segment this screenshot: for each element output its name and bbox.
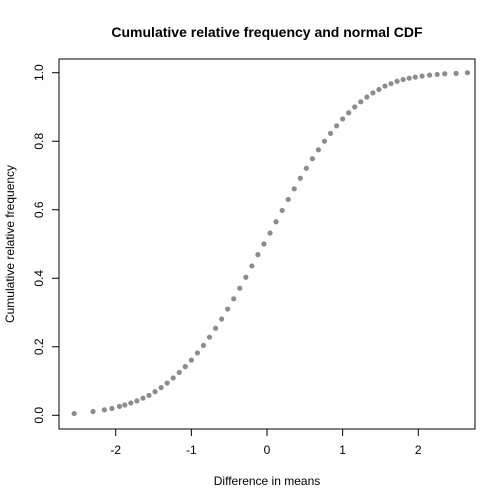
x-axis: -2 -1 0 1 2: [110, 428, 422, 457]
data-point: [128, 400, 134, 406]
data-point: [321, 138, 328, 144]
y-tick-label: 1.0: [32, 64, 46, 81]
y-tick-label: 0.6: [32, 201, 46, 218]
data-point: [327, 130, 334, 136]
data-point: [231, 296, 237, 302]
data-points: [71, 70, 471, 417]
data-point: [340, 116, 346, 122]
x-tick-label: 1: [339, 443, 346, 457]
data-point: [225, 306, 231, 312]
data-point: [267, 230, 273, 236]
x-tick-label: -1: [186, 443, 197, 457]
data-point: [427, 72, 433, 78]
data-point: [164, 380, 170, 386]
data-point: [122, 402, 128, 408]
data-point: [315, 147, 322, 153]
data-point: [101, 407, 107, 413]
data-point: [188, 357, 194, 363]
chart-title: Cumulative relative frequency and normal…: [111, 24, 423, 40]
data-point: [400, 76, 406, 83]
data-point: [206, 334, 213, 340]
data-point: [273, 219, 279, 225]
data-point: [464, 70, 471, 76]
data-point: [303, 165, 309, 171]
data-point: [140, 395, 146, 401]
y-axis: 0.0 0.2 0.4 0.6 0.8 1.0: [32, 64, 60, 424]
data-point: [90, 408, 96, 415]
data-point: [249, 263, 255, 269]
data-point: [219, 316, 225, 322]
data-point: [388, 81, 394, 87]
data-point: [116, 403, 123, 409]
data-point: [261, 241, 267, 247]
data-point: [406, 75, 412, 81]
data-point: [291, 186, 297, 192]
data-point: [285, 196, 291, 203]
data-point: [279, 207, 285, 214]
data-point: [158, 384, 164, 391]
y-tick-label: 0.4: [32, 270, 46, 287]
data-point: [146, 392, 152, 399]
data-point: [152, 389, 158, 395]
x-axis-label: Difference in means: [214, 474, 321, 488]
data-point: [382, 83, 388, 89]
data-point: [200, 342, 207, 349]
data-point: [134, 398, 140, 404]
x-tick-label: -2: [110, 443, 121, 457]
data-point: [255, 252, 261, 258]
data-point: [309, 156, 315, 162]
data-point: [243, 274, 249, 280]
x-tick-label: 0: [264, 443, 271, 457]
data-point: [370, 90, 376, 96]
data-point: [237, 285, 243, 291]
y-tick-label: 0.8: [32, 133, 46, 150]
data-point: [442, 71, 448, 77]
data-point: [376, 86, 382, 93]
data-point: [434, 71, 440, 78]
data-point: [176, 369, 182, 376]
data-point: [109, 405, 115, 412]
data-point: [182, 364, 188, 370]
x-tick-label: 2: [415, 443, 422, 457]
data-point: [352, 104, 358, 110]
data-point: [170, 375, 176, 381]
data-point: [412, 74, 418, 80]
plot-frame: [58, 58, 476, 430]
data-point: [453, 70, 459, 76]
data-point: [297, 175, 303, 181]
y-tick-label: 0.2: [32, 338, 46, 355]
y-tick-label: 0.0: [32, 407, 46, 424]
data-point: [333, 123, 340, 129]
data-point: [364, 94, 370, 100]
data-point: [212, 325, 219, 331]
data-point: [194, 350, 201, 356]
y-axis-label: Cumulative relative frequency: [3, 165, 17, 323]
data-point: [394, 78, 400, 84]
data-point: [71, 410, 77, 417]
data-point: [358, 99, 364, 105]
data-point: [346, 110, 352, 116]
data-point: [419, 73, 425, 79]
